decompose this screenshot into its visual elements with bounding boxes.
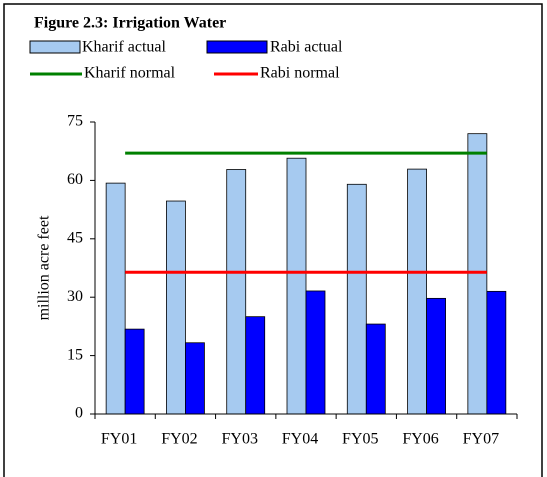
bar [346,183,367,415]
bar [105,182,126,415]
bar [166,200,186,415]
x-tick-label: FY06 [402,431,438,448]
legend-label: Kharif actual [82,39,167,56]
legend-swatch [206,40,268,54]
bar [365,323,386,415]
bar [467,133,488,415]
frame [3,3,543,477]
x-tick-label: FY05 [342,431,378,448]
y-tick-label: 60 [67,171,83,188]
y-tick-label: 0 [75,405,83,422]
bar [226,169,247,415]
bar [426,297,446,415]
y-tick-label: 75 [67,113,83,130]
bar [407,168,427,415]
bar [245,316,266,415]
x-tick-label: FY04 [282,431,318,448]
y-axis-label: million acre feet [36,215,53,320]
bar [305,290,326,415]
x-tick-label: FY02 [161,431,197,448]
bar [486,290,507,415]
legend-label: Rabi actual [270,39,343,56]
x-tick-label: FY01 [101,431,137,448]
bar [286,157,307,415]
y-tick-label: 30 [67,288,83,305]
bar [185,342,205,415]
bar [124,328,145,415]
x-tick-label: FY07 [463,431,499,448]
legend-label: Kharif normal [84,65,176,82]
x-tick-label: FY03 [221,431,257,448]
legend-label: Rabi normal [260,65,340,82]
y-tick-label: 15 [67,346,83,363]
y-tick-label: 45 [67,229,83,246]
legend-swatch [29,40,81,54]
chart-title: Figure 2.3: Irrigation Water [34,15,226,32]
